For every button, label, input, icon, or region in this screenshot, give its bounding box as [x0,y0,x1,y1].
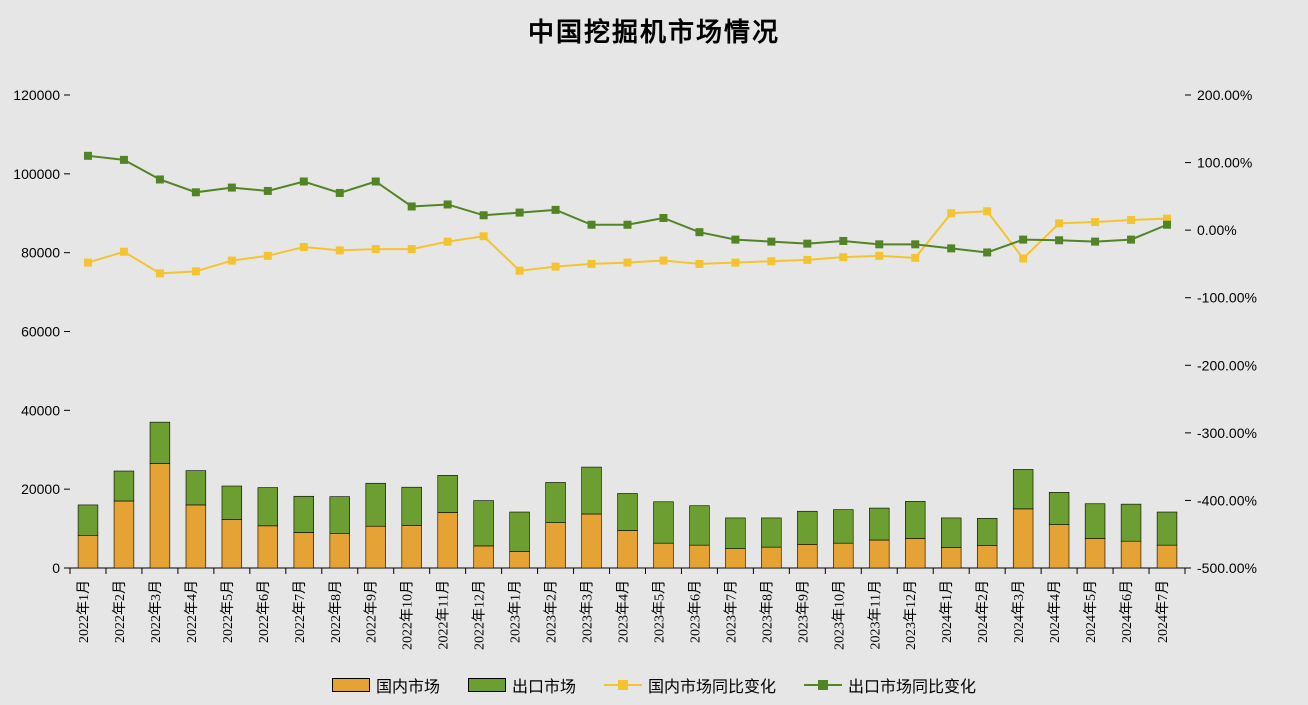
svg-text:2023年4月: 2023年4月 [616,580,632,643]
svg-text:2023年2月: 2023年2月 [544,580,560,643]
svg-text:2023年3月: 2023年3月 [580,580,596,643]
chart-container: 中国挖掘机市场情况 020000400006000080000100000120… [0,0,1308,705]
svg-text:200.00%: 200.00% [1197,87,1252,103]
legend: 国内市场 出口市场 国内市场同比变化 出口市场同比变化 [0,673,1308,697]
svg-text:2023年5月: 2023年5月 [651,580,667,643]
svg-text:2022年7月: 2022年7月 [292,580,308,643]
legend-line-export-yoy [804,678,842,692]
svg-text:2023年6月: 2023年6月 [687,580,703,643]
svg-text:2023年1月: 2023年1月 [508,580,524,643]
legend-label-domestic: 国内市场 [376,673,440,697]
svg-text:2022年6月: 2022年6月 [256,580,272,643]
svg-text:2022年3月: 2022年3月 [148,580,164,643]
legend-export-yoy: 出口市场同比变化 [804,673,976,697]
svg-text:2023年8月: 2023年8月 [759,580,775,643]
svg-text:-500.00%: -500.00% [1197,560,1257,576]
svg-text:2024年7月: 2024年7月 [1155,580,1171,643]
legend-label-export: 出口市场 [512,673,576,697]
svg-text:2024年3月: 2024年3月 [1011,580,1027,643]
chart-svg: 0 20000 40000 60000 80000 100000 120000 -500.00… [0,0,1308,705]
legend-swatch-export [468,678,506,692]
svg-text:2024年5月: 2024年5月 [1083,580,1099,643]
svg-text:2023年11月: 2023年11月 [867,580,883,649]
svg-text:100.00%: 100.00% [1197,155,1252,171]
svg-text:2022年11月: 2022年11月 [436,580,452,649]
svg-text:100000: 100000 [13,166,60,182]
legend-export: 出口市场 [468,673,576,697]
svg-text:0.00%: 0.00% [1197,222,1237,238]
svg-text:80000: 80000 [21,245,60,261]
legend-swatch-domestic [332,678,370,692]
svg-text:-200.00%: -200.00% [1197,357,1257,373]
svg-text:2023年12月: 2023年12月 [903,580,919,650]
svg-text:120000: 120000 [13,87,60,103]
svg-text:2024年2月: 2024年2月 [975,580,991,643]
svg-text:40000: 40000 [21,402,60,418]
svg-text:60000: 60000 [21,324,60,340]
svg-text:2022年9月: 2022年9月 [364,580,380,643]
svg-text:2023年10月: 2023年10月 [831,580,847,650]
legend-domestic-yoy: 国内市场同比变化 [604,673,776,697]
svg-text:2022年4月: 2022年4月 [184,580,200,643]
svg-text:2022年5月: 2022年5月 [220,580,236,643]
svg-text:2022年1月: 2022年1月 [76,580,92,643]
svg-text:-400.00%: -400.00% [1197,492,1257,508]
svg-text:2022年10月: 2022年10月 [400,580,416,650]
svg-text:-100.00%: -100.00% [1197,290,1257,306]
svg-text:-300.00%: -300.00% [1197,425,1257,441]
legend-domestic: 国内市场 [332,673,440,697]
legend-label-domestic-yoy: 国内市场同比变化 [648,673,776,697]
svg-text:2024年1月: 2024年1月 [939,580,955,643]
svg-text:2024年4月: 2024年4月 [1047,580,1063,643]
svg-text:2022年2月: 2022年2月 [112,580,128,643]
svg-text:20000: 20000 [21,481,60,497]
legend-label-export-yoy: 出口市场同比变化 [848,673,976,697]
svg-text:0: 0 [52,560,60,576]
svg-text:2022年12月: 2022年12月 [472,580,488,650]
legend-line-domestic-yoy [604,678,642,692]
svg-text:2023年7月: 2023年7月 [723,580,739,643]
svg-text:2023年9月: 2023年9月 [795,580,811,643]
svg-text:2024年6月: 2024年6月 [1119,580,1135,643]
svg-text:2022年8月: 2022年8月 [328,580,344,643]
